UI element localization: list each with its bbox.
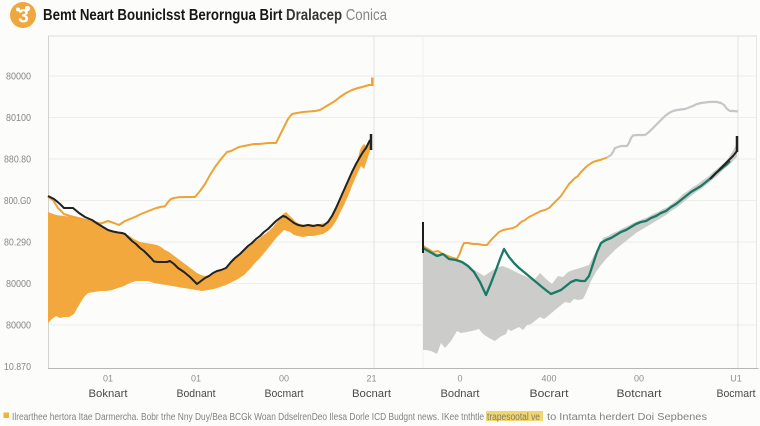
- svg-text:400: 400: [541, 374, 556, 384]
- svg-text:Ilrearthee hertora Itae Darmer: Ilrearthee hertora Itae Darmercha. Bobr …: [12, 412, 484, 423]
- svg-text:21: 21: [366, 374, 376, 384]
- svg-text:U1: U1: [730, 374, 742, 384]
- svg-text:Bocmart: Bocmart: [265, 388, 304, 400]
- svg-text:Bodnant: Bodnant: [177, 388, 216, 400]
- svg-text:Bocnart: Bocnart: [352, 388, 391, 400]
- svg-text:880.80: 880.80: [4, 155, 31, 166]
- svg-text:00: 00: [634, 374, 644, 384]
- svg-text:Botcnart: Botcnart: [617, 388, 662, 400]
- svg-text:Bocrart: Bocrart: [530, 388, 569, 400]
- svg-text:3: 3: [18, 7, 29, 28]
- svg-text:01: 01: [103, 374, 113, 384]
- svg-text:Bodnart: Bodnart: [441, 388, 480, 400]
- svg-text:80100: 80100: [6, 113, 31, 124]
- svg-text:10.870: 10.870: [4, 362, 31, 373]
- svg-text:80000: 80000: [6, 72, 31, 83]
- svg-text:01: 01: [191, 374, 201, 384]
- svg-text:0: 0: [457, 374, 462, 384]
- svg-text:trapesootal ve: trapesootal ve: [487, 412, 540, 423]
- svg-text:Bemt Neart Bouniclsst Berorngu: Bemt Neart Bouniclsst Berorngua Birt Dra…: [43, 7, 387, 24]
- svg-text:to Intamta herdert Doi Sepbene: to Intamta herdert Doi Sepbenes: [547, 412, 707, 423]
- svg-text:00: 00: [279, 374, 289, 384]
- svg-text:Bocmart: Bocmart: [717, 388, 756, 400]
- svg-text:80000: 80000: [6, 279, 31, 290]
- svg-text:Boknart: Boknart: [89, 388, 128, 400]
- svg-text:800.G0: 800.G0: [4, 196, 31, 207]
- svg-text:80.290: 80.290: [4, 238, 31, 249]
- svg-text:80000: 80000: [6, 321, 31, 332]
